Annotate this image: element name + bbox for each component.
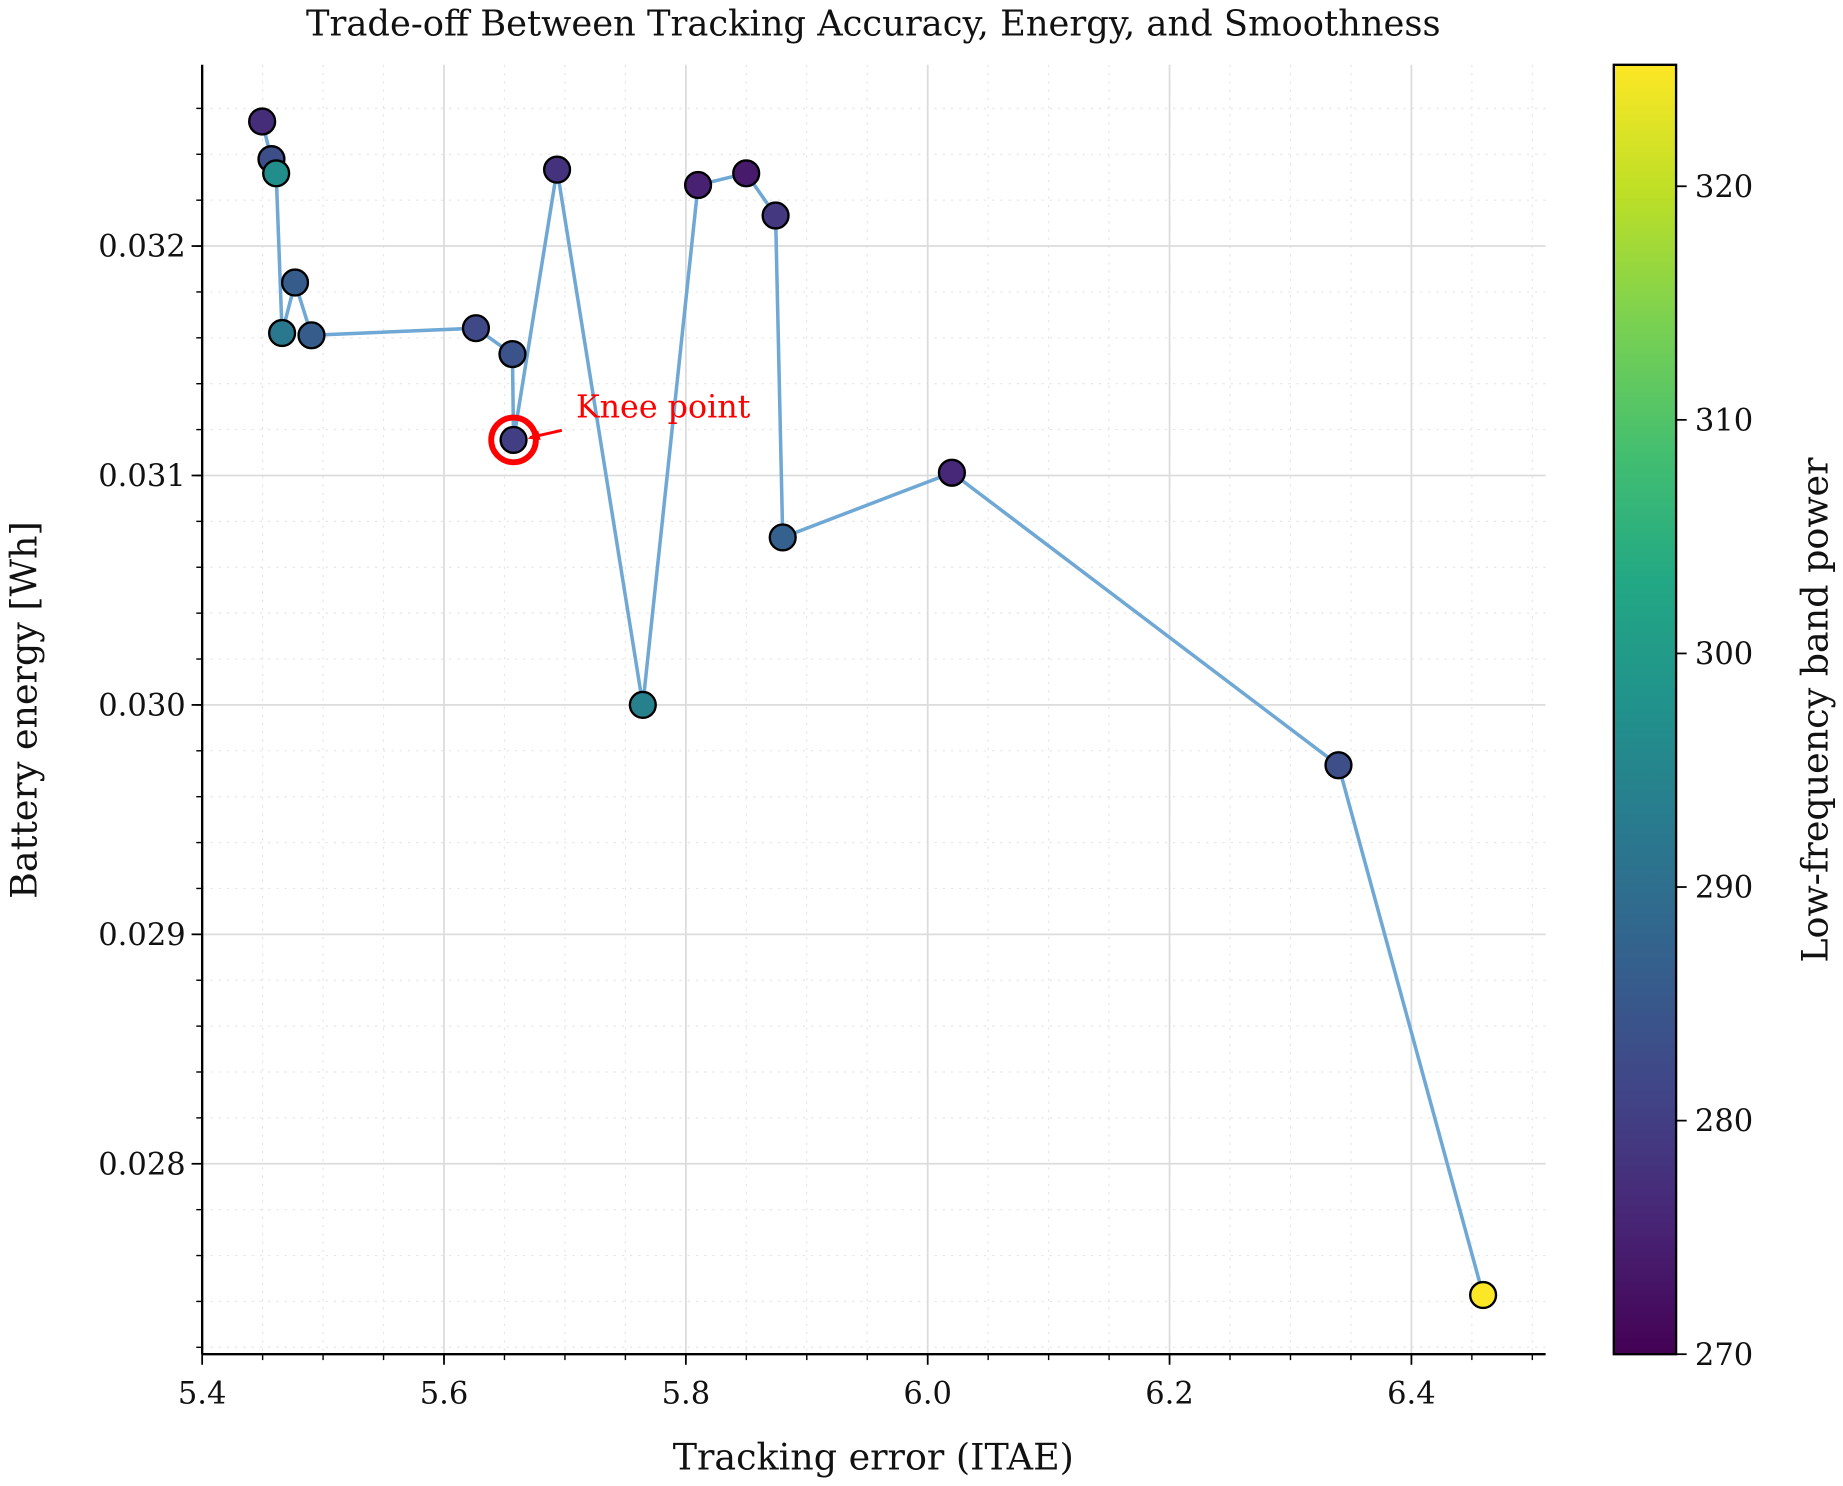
series-line: [260, 121, 1485, 1296]
data-point: [248, 107, 277, 136]
data-point: [732, 159, 761, 188]
y-tick-label: 0.030: [98, 688, 185, 723]
y-tick-label: 0.031: [98, 459, 185, 494]
x-tick-label: 5.8: [662, 1377, 711, 1412]
data-point: [1324, 751, 1353, 780]
colorbar-tick-label: 280: [1695, 1104, 1753, 1139]
data-point: [297, 321, 326, 350]
colorbar-tick-label: 270: [1695, 1338, 1753, 1373]
colorbar: 270 280 290 300 310 320: [1612, 63, 1753, 1373]
data-point: [761, 201, 790, 230]
colorbar-gradient: [1612, 63, 1678, 1356]
x-tick-label: 6.0: [903, 1377, 952, 1412]
data-point: [498, 340, 527, 369]
colorbar-tick-label: 310: [1695, 403, 1753, 438]
series-polyline: [260, 121, 1485, 1296]
x-tick-label: 6.4: [1387, 1377, 1436, 1412]
y-tick-label: 0.032: [98, 230, 185, 265]
data-point: [628, 690, 657, 720]
x-axis-label: Tracking error (ITAE): [673, 1435, 1074, 1478]
y-axis-label: Battery energy [Wh]: [2, 521, 45, 899]
data-point: [267, 318, 297, 348]
colorbar-tick-label: 320: [1695, 170, 1753, 205]
colorbar-tick-label: 300: [1695, 637, 1753, 672]
data-point: [461, 314, 491, 343]
x-tick-label: 5.4: [178, 1377, 227, 1412]
chart-title: Trade-off Between Tracking Accuracy, Ene…: [306, 3, 1441, 44]
colorbar-tick-label: 290: [1695, 871, 1753, 906]
axes: 5.4 5.6 5.8 6.0 6.2 6.4 0.028 0.029 0.030 0.031 0.…: [98, 64, 1546, 1412]
grid: [201, 64, 1546, 1355]
data-point: [262, 159, 291, 188]
x-tick-label: 5.6: [420, 1377, 469, 1412]
data-point: [499, 425, 528, 455]
annotation: Knee point: [488, 389, 751, 466]
y-tick-label: 0.028: [98, 1147, 185, 1182]
data-point: [1469, 1280, 1498, 1310]
data-point: [683, 170, 713, 200]
knee-point-label: Knee point: [576, 389, 751, 425]
knee-arrowhead: [527, 430, 541, 440]
y-tick-label: 0.029: [98, 918, 185, 953]
knee-point-marker: [488, 414, 539, 466]
points: [248, 107, 1498, 1310]
data-point: [937, 458, 966, 487]
colorbar-label: Low-frequency band power: [1794, 457, 1837, 963]
x-tick-label: 6.2: [1145, 1377, 1194, 1412]
data-point: [280, 268, 310, 297]
data-point: [542, 155, 572, 184]
data-point: [768, 523, 797, 552]
